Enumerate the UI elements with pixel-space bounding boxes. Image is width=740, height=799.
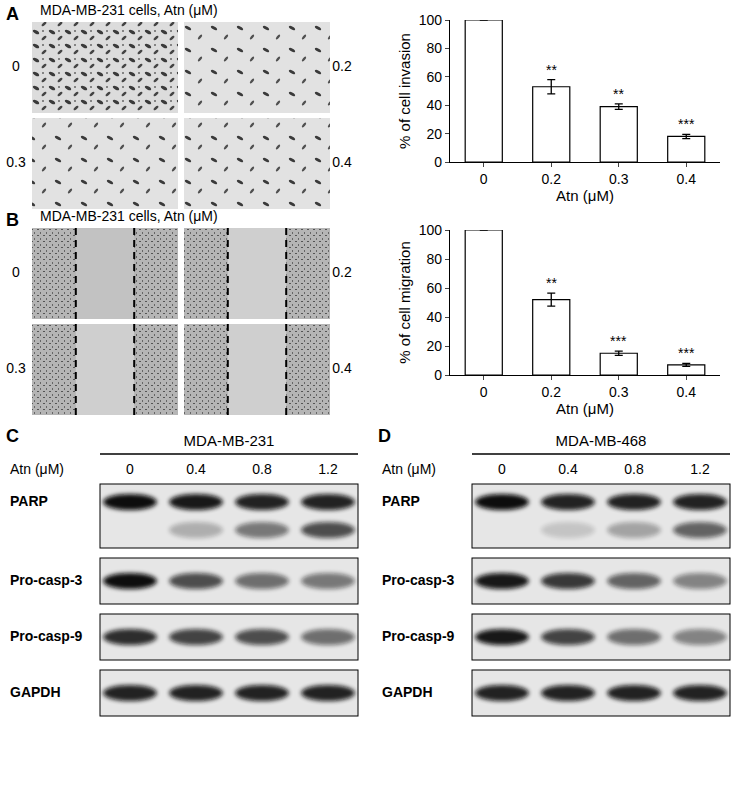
svg-text:Pro-casp-3: Pro-casp-3 (10, 572, 83, 588)
svg-text:Pro-casp-3: Pro-casp-3 (382, 572, 455, 588)
svg-text:1.2: 1.2 (318, 461, 338, 477)
svg-text:PARP: PARP (382, 493, 420, 509)
svg-text:**: ** (613, 86, 624, 102)
svg-text:***: *** (610, 333, 627, 349)
svg-text:**: ** (546, 62, 557, 78)
svg-text:Atn (μM): Atn (μM) (556, 187, 614, 204)
svg-text:60: 60 (426, 69, 442, 85)
svg-text:% of cell migration: % of cell migration (396, 241, 413, 364)
svg-text:GAPDH: GAPDH (10, 684, 61, 700)
svg-text:0: 0 (434, 367, 442, 383)
svg-text:MDA-MB-231 cells, Atn (μM): MDA-MB-231 cells, Atn (μM) (40, 208, 218, 224)
svg-text:100: 100 (419, 222, 443, 238)
svg-text:100: 100 (419, 12, 443, 28)
svg-text:1.2: 1.2 (690, 461, 710, 477)
svg-text:0.3: 0.3 (6, 154, 26, 170)
svg-text:0.8: 0.8 (252, 461, 272, 477)
svg-text:GAPDH: GAPDH (382, 684, 433, 700)
svg-text:0.2: 0.2 (542, 384, 562, 400)
svg-text:0: 0 (498, 461, 506, 477)
svg-text:MDA-MB-468: MDA-MB-468 (556, 432, 647, 449)
svg-text:0.4: 0.4 (677, 171, 697, 187)
svg-text:0: 0 (480, 384, 488, 400)
svg-text:0.3: 0.3 (609, 384, 629, 400)
svg-text:80: 80 (426, 40, 442, 56)
svg-text:80: 80 (426, 251, 442, 267)
svg-text:D: D (378, 426, 391, 446)
svg-text:***: *** (678, 345, 695, 361)
svg-text:0.2: 0.2 (542, 171, 562, 187)
svg-text:40: 40 (426, 97, 442, 113)
svg-text:0.2: 0.2 (332, 58, 352, 74)
svg-text:20: 20 (426, 338, 442, 354)
svg-text:Atn (μM): Atn (μM) (10, 461, 64, 477)
svg-text:40: 40 (426, 309, 442, 325)
svg-text:**: ** (546, 275, 557, 291)
svg-text:0.4: 0.4 (558, 461, 578, 477)
svg-text:0.3: 0.3 (609, 171, 629, 187)
svg-text:0.4: 0.4 (677, 384, 697, 400)
svg-text:Pro-casp-9: Pro-casp-9 (10, 628, 83, 644)
svg-text:0.4: 0.4 (332, 154, 352, 170)
svg-text:A: A (6, 4, 19, 24)
svg-text:B: B (6, 210, 19, 230)
svg-text:% of cell invasion: % of cell invasion (396, 33, 413, 149)
svg-text:***: *** (678, 116, 695, 132)
svg-text:0.8: 0.8 (624, 461, 644, 477)
svg-text:0.4: 0.4 (186, 461, 206, 477)
svg-text:Atn (μM): Atn (μM) (556, 400, 614, 417)
svg-text:0.2: 0.2 (332, 264, 352, 280)
svg-text:MDA-MB-231: MDA-MB-231 (184, 432, 275, 449)
svg-text:0: 0 (480, 171, 488, 187)
svg-text:0.4: 0.4 (332, 360, 352, 376)
svg-text:C: C (6, 426, 19, 446)
svg-text:PARP: PARP (10, 493, 48, 509)
svg-text:20: 20 (426, 126, 442, 142)
svg-text:Atn (μM): Atn (μM) (382, 461, 436, 477)
svg-text:0: 0 (12, 264, 20, 280)
svg-text:0: 0 (126, 461, 134, 477)
svg-text:0.3: 0.3 (6, 360, 26, 376)
svg-text:MDA-MB-231 cells, Atn (μM): MDA-MB-231 cells, Atn (μM) (40, 2, 218, 18)
svg-text:0: 0 (12, 58, 20, 74)
svg-text:0: 0 (434, 154, 442, 170)
svg-text:Pro-casp-9: Pro-casp-9 (382, 628, 455, 644)
svg-text:60: 60 (426, 280, 442, 296)
